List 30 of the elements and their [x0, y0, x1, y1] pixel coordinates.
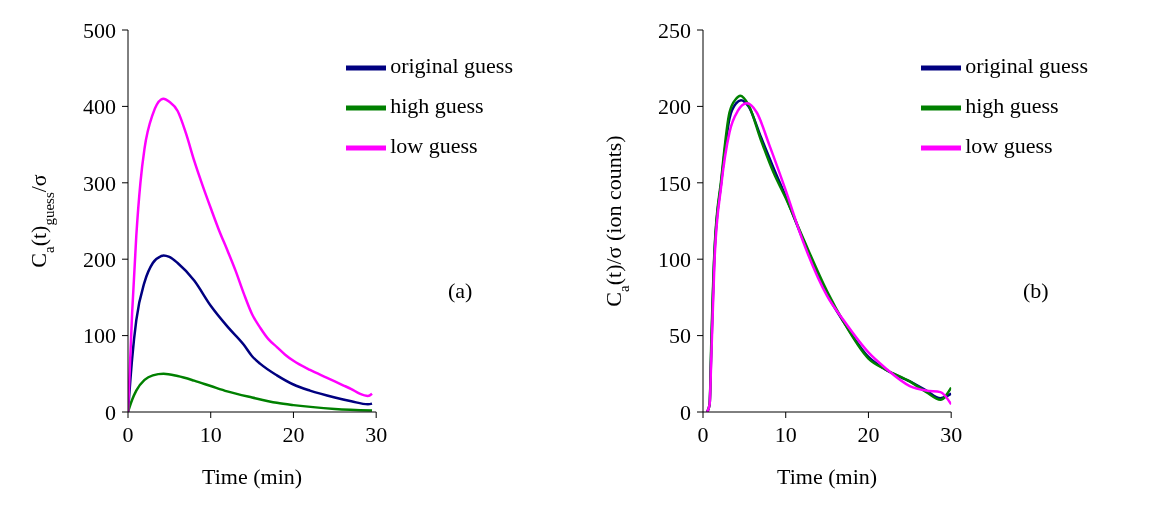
text: (b) [1023, 278, 1049, 304]
x-tick-label: 20 [282, 421, 305, 447]
legend-label: high guess [965, 93, 1059, 119]
x-tick-label: 30 [365, 421, 388, 447]
legend-label: original guess [390, 53, 513, 79]
y-tick-label: 200 [83, 247, 116, 273]
x-tick-label: 0 [122, 421, 134, 447]
x-tick-label: 10 [199, 421, 222, 447]
y-tick-label: 250 [658, 17, 691, 43]
y-tick-label: 0 [680, 399, 691, 425]
text: (a) [448, 278, 473, 304]
x-tick-label: 30 [940, 421, 963, 447]
y-tick-label: 300 [83, 170, 116, 196]
y-tick-label: 50 [669, 323, 691, 349]
x-axis-title: Time (min) [777, 464, 878, 489]
x-tick-label: 10 [774, 421, 797, 447]
x-tick-label: 20 [857, 421, 880, 447]
y-tick-label: 400 [83, 94, 116, 120]
legend-label: low guess [965, 133, 1053, 159]
x-tick-label: 0 [697, 421, 709, 447]
y-tick-label: 500 [83, 17, 116, 43]
y-tick-label: 100 [83, 323, 116, 349]
y-tick-label: 100 [658, 247, 691, 273]
legend-label: high guess [390, 93, 484, 119]
legend-label: low guess [390, 133, 478, 159]
y-tick-label: 200 [658, 94, 691, 120]
y-tick-label: 150 [658, 170, 691, 196]
legend-label: original guess [965, 53, 1088, 79]
y-tick-label: 0 [105, 399, 116, 425]
x-axis-title: Time (min) [202, 464, 303, 489]
